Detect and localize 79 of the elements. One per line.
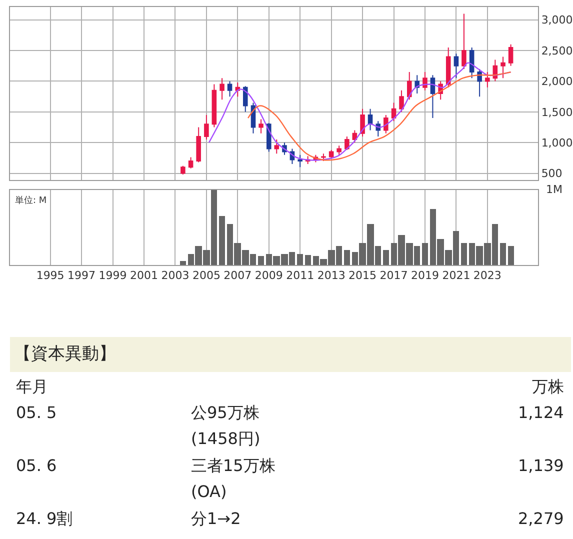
x-tick-label: 1997 [68, 269, 96, 282]
bar [180, 261, 186, 265]
bar [218, 216, 225, 265]
y-tick-label: 2,500 [541, 44, 573, 58]
candlestick [477, 68, 482, 98]
x-tick-label: 2015 [348, 269, 377, 282]
candlestick [406, 72, 412, 100]
candlestick [336, 145, 342, 156]
x-tick-label: 2019 [410, 269, 439, 282]
candlestick [360, 108, 365, 137]
bar [422, 243, 428, 265]
y-tick-label: 2,000 [541, 75, 573, 88]
candlestick [212, 84, 217, 128]
candlestick [391, 102, 396, 122]
candlestick [242, 86, 248, 112]
y-tick-label: 1,000 [541, 136, 573, 150]
candlestick [274, 139, 280, 154]
x-tick-label: 1995 [36, 269, 64, 282]
text: 三者15万株 (OA) [191, 456, 276, 501]
bar [460, 243, 467, 265]
text: 年月 [16, 377, 48, 396]
x-tick-label: 1999 [98, 269, 127, 282]
y-tick-label: 3,000 [541, 14, 573, 27]
x-tick-label: 2013 [317, 269, 346, 282]
annotation: 単位: M [15, 195, 47, 206]
x-tick-label: 2011 [286, 269, 314, 282]
bar [258, 256, 264, 265]
text: 05. 5 [16, 403, 57, 422]
candlestick [430, 74, 436, 119]
text: 05. 6 [16, 456, 57, 475]
candlestick [298, 154, 302, 168]
candlestick [462, 13, 466, 70]
candlestick [454, 53, 459, 79]
candlestick [196, 126, 201, 163]
candlestick [220, 78, 224, 100]
x-tick-label: 2005 [192, 269, 220, 282]
candlestick [258, 118, 264, 134]
text: 1M [546, 183, 562, 196]
y-tick-label: 1,500 [541, 106, 573, 119]
line-series [247, 71, 512, 161]
bar [500, 243, 506, 265]
text: 24. 9割 [16, 509, 73, 528]
candlestick [500, 56, 506, 79]
x-tick-label: 2009 [254, 269, 283, 282]
bar [344, 250, 350, 265]
candlestick [180, 165, 186, 175]
text: 【資本異動】 [14, 344, 116, 364]
text: 公95万株 (1458円) [191, 403, 260, 448]
candlestick [204, 114, 209, 140]
candlestick [485, 72, 490, 88]
x-tick-label: 2021 [442, 269, 470, 282]
candlestick [446, 46, 451, 88]
text: 1,139 [518, 456, 564, 475]
candlestick [422, 72, 428, 91]
text: 2,279 [518, 509, 564, 528]
x-tick-label: 2007 [224, 269, 252, 282]
x-tick-label: 2017 [380, 269, 408, 282]
bar [296, 254, 303, 265]
text: 万株 [532, 377, 564, 396]
candlestick [469, 46, 474, 79]
candlestick [227, 80, 232, 98]
x-tick-label: 2003 [161, 269, 190, 282]
candlestick [399, 90, 404, 112]
text: 分1→2 [191, 509, 241, 528]
bar [508, 246, 514, 265]
x-tick-label: 2023 [473, 269, 502, 282]
candlestick [235, 82, 240, 98]
bar [304, 255, 311, 265]
bar [382, 250, 389, 265]
candlestick [266, 122, 272, 152]
candlestick [368, 108, 373, 131]
text: 1,124 [518, 403, 564, 422]
x-tick-label: 2001 [130, 269, 158, 282]
candlestick [344, 136, 350, 150]
candlestick [508, 44, 514, 66]
candlestick [384, 114, 388, 134]
y-tick-label: 500 [541, 167, 562, 180]
candlestick [188, 156, 194, 169]
candlestick [321, 153, 326, 162]
